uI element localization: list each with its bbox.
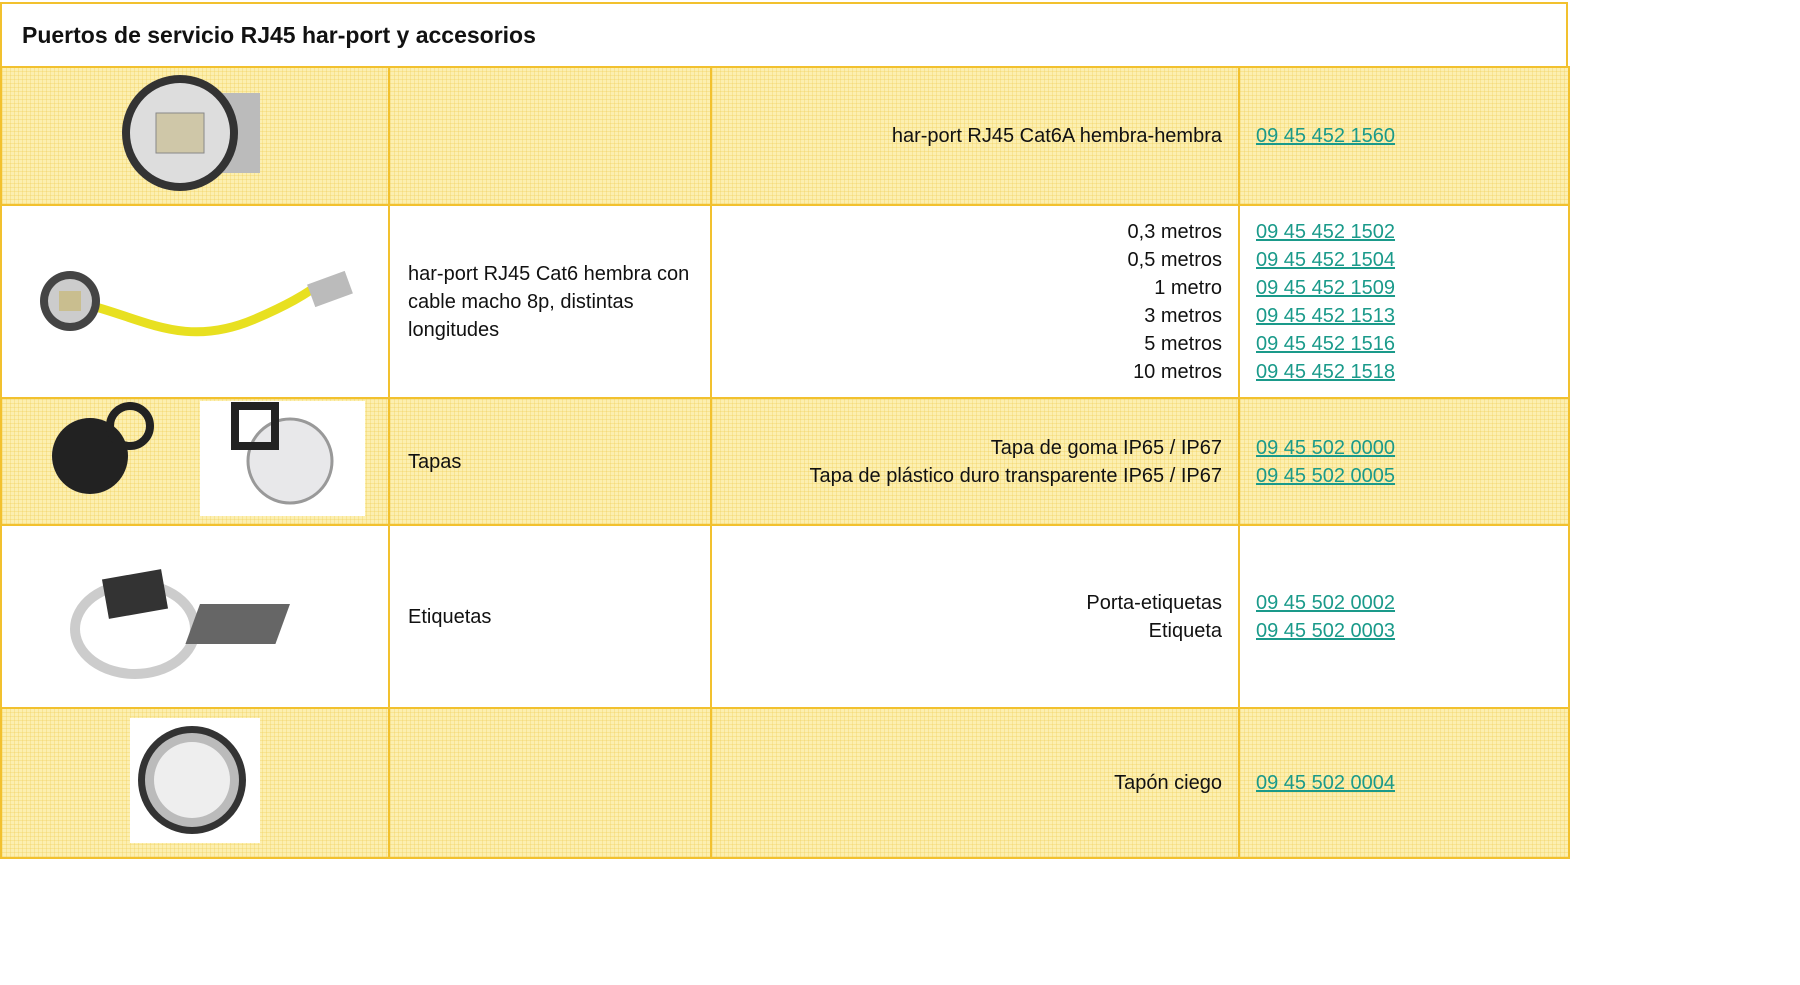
item-label: har-port RJ45 Cat6A hembra-hembra <box>891 125 1222 147</box>
part-number-link[interactable]: 09 45 452 1560 <box>1256 125 1396 147</box>
label-cell: 0,3 metros 0,5 metros 1 metro 3 metros 5 met… <box>710 204 1240 399</box>
item-label: 5 metros <box>1144 332 1222 355</box>
part-number-link[interactable]: 09 45 452 1513 <box>1256 304 1396 327</box>
part-number-link[interactable]: 09 45 502 0004 <box>1256 772 1396 794</box>
product-image-cell <box>0 66 390 206</box>
table-row: Etiquetas Porta-etiquetas Etiqueta 09 45 50… <box>0 524 1570 709</box>
description-cell <box>388 66 712 206</box>
part-number-link[interactable]: 09 45 452 1518 <box>1256 360 1396 383</box>
part-number-link[interactable]: 09 45 502 0005 <box>1256 464 1396 487</box>
item-label: 10 metros <box>1133 360 1222 383</box>
description-cell: Etiquetas <box>388 524 712 709</box>
item-code-row: 09 45 452 1504 <box>1256 246 1568 274</box>
item-label: Tapa de goma IP65 / IP67 <box>990 436 1222 459</box>
product-image-cell <box>0 204 390 399</box>
item-code-row: 09 45 452 1502 <box>1256 218 1568 246</box>
item-code-row: 09 45 502 0002 <box>1256 589 1568 617</box>
description: har-port RJ45 Cat6 hembra con cable mach… <box>408 262 690 341</box>
label-cell: Porta-etiquetas Etiqueta <box>710 524 1240 709</box>
code-cell: 09 45 502 0004 <box>1238 707 1570 859</box>
item-label: 0,5 metros <box>1127 248 1222 271</box>
part-number-link[interactable]: 09 45 452 1516 <box>1256 332 1396 355</box>
table-row: Tapas Tapa de goma IP65 / IP67 Tapa de plá… <box>0 397 1570 526</box>
product-image <box>122 75 260 191</box>
part-number-link[interactable]: 09 45 452 1502 <box>1256 220 1396 243</box>
product-image <box>40 270 353 336</box>
item-code-row: 09 45 452 1560 <box>1256 122 1568 150</box>
item-code-row: 09 45 502 0004 <box>1256 769 1568 797</box>
item-label: Etiqueta <box>1148 619 1222 642</box>
product-image <box>52 401 365 516</box>
item-label: 1 metro <box>1154 276 1222 299</box>
item-code-row: 09 45 502 0005 <box>1256 462 1568 490</box>
table-row: Tapón ciego 09 45 502 0004 <box>0 707 1570 859</box>
code-cell: 09 45 452 1502 09 45 452 1504 09 45 452 15… <box>1238 204 1570 399</box>
product-table: Puertos de servicio RJ45 har-port y acce… <box>0 2 1570 859</box>
product-image <box>70 568 290 679</box>
table: har-port RJ45 Cat6A hembra-hembra 09 45 4… <box>0 66 1570 859</box>
part-number-link[interactable]: 09 45 452 1509 <box>1256 276 1396 299</box>
item-code-row: 09 45 502 0000 <box>1256 434 1568 462</box>
label-cell: Tapón ciego <box>710 707 1240 859</box>
product-image-cell <box>0 397 390 526</box>
description: Tapas <box>408 450 462 473</box>
item-label: Tapa de plástico duro transparente IP65 … <box>809 464 1223 487</box>
item-label: 3 metros <box>1144 304 1222 327</box>
table-row: har-port RJ45 Cat6A hembra-hembra 09 45 4… <box>0 66 1570 206</box>
item-label: Tapón ciego <box>1114 772 1222 794</box>
item-label: Porta-etiquetas <box>1086 591 1222 614</box>
code-cell: 09 45 502 0002 09 45 502 0003 <box>1238 524 1570 709</box>
description-cell <box>388 707 712 859</box>
part-number-link[interactable]: 09 45 502 0002 <box>1256 591 1396 614</box>
item-code-row: 09 45 452 1509 <box>1256 274 1568 302</box>
product-image-cell <box>0 707 390 859</box>
label-cell: Tapa de goma IP65 / IP67 Tapa de plástico… <box>710 397 1240 526</box>
table-title: Puertos de servicio RJ45 har-port y acce… <box>0 2 1568 66</box>
item-code-row: 09 45 452 1516 <box>1256 330 1568 358</box>
part-number-link[interactable]: 09 45 502 0003 <box>1256 619 1396 642</box>
part-number-link[interactable]: 09 45 502 0000 <box>1256 436 1396 459</box>
label-cell: har-port RJ45 Cat6A hembra-hembra <box>710 66 1240 206</box>
table-row: har-port RJ45 Cat6 hembra con cable mach… <box>0 204 1570 399</box>
item-code-row: 09 45 452 1518 <box>1256 358 1568 386</box>
description-cell: har-port RJ45 Cat6 hembra con cable mach… <box>388 204 712 399</box>
item-label: 0,3 metros <box>1127 220 1222 243</box>
item-code-row: 09 45 452 1513 <box>1256 302 1568 330</box>
product-image-cell <box>0 524 390 709</box>
description: Etiquetas <box>408 605 492 628</box>
item-code-row: 09 45 502 0003 <box>1256 617 1568 645</box>
product-image <box>130 717 260 843</box>
description-cell: Tapas <box>388 397 712 526</box>
code-cell: 09 45 452 1560 <box>1238 66 1570 206</box>
code-cell: 09 45 502 0000 09 45 502 0005 <box>1238 397 1570 526</box>
part-number-link[interactable]: 09 45 452 1504 <box>1256 248 1396 271</box>
